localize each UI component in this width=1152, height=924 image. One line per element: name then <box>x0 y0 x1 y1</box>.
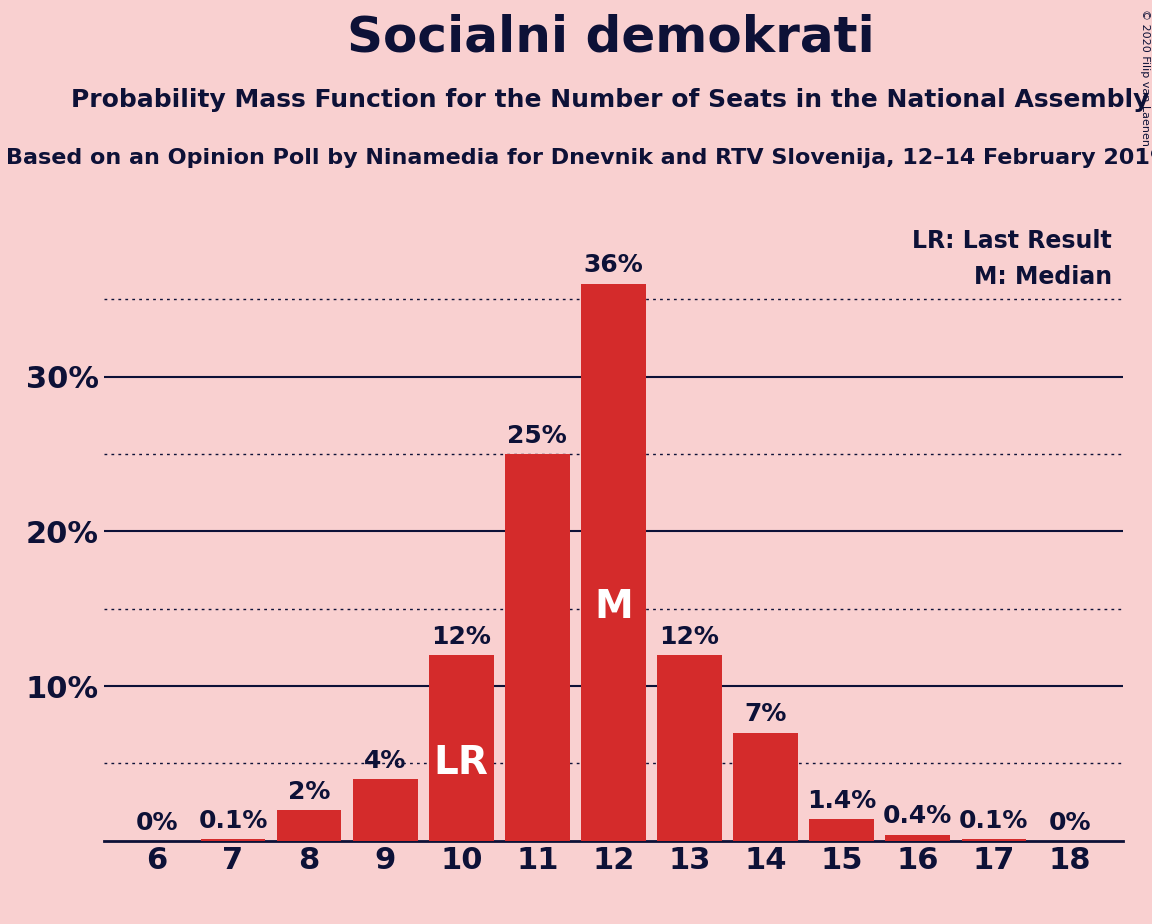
Text: 0.1%: 0.1% <box>960 809 1029 833</box>
Text: 25%: 25% <box>508 424 567 448</box>
Bar <box>276 809 341 841</box>
Bar <box>810 820 874 841</box>
Text: 12%: 12% <box>431 625 491 649</box>
Text: M: Median: M: Median <box>973 265 1112 289</box>
Text: 0%: 0% <box>1048 810 1091 834</box>
Text: Socialni demokrati: Socialni demokrati <box>347 14 874 62</box>
Text: 12%: 12% <box>660 625 720 649</box>
Bar <box>353 779 417 841</box>
Bar <box>505 454 570 841</box>
Text: 1.4%: 1.4% <box>808 789 877 813</box>
Text: Probability Mass Function for the Number of Seats in the National Assembly: Probability Mass Function for the Number… <box>71 88 1150 112</box>
Text: 2%: 2% <box>288 780 331 804</box>
Text: 4%: 4% <box>364 748 407 772</box>
Text: LR: LR <box>434 744 488 782</box>
Text: 0.1%: 0.1% <box>198 809 267 833</box>
Text: 0.4%: 0.4% <box>884 805 953 829</box>
Text: Based on an Opinion Poll by Ninamedia for Dnevnik and RTV Slovenija, 12–14 Febru: Based on an Opinion Poll by Ninamedia fo… <box>6 148 1152 168</box>
Bar <box>429 655 493 841</box>
Text: LR: Last Result: LR: Last Result <box>912 229 1112 253</box>
Bar <box>886 834 950 841</box>
Bar <box>657 655 722 841</box>
Bar <box>734 733 798 841</box>
Text: © 2020 Filip van Laenen: © 2020 Filip van Laenen <box>1139 9 1150 146</box>
Bar <box>962 839 1026 841</box>
Text: 7%: 7% <box>744 702 787 726</box>
Text: 36%: 36% <box>584 253 643 277</box>
Text: 0%: 0% <box>136 810 179 834</box>
Text: M: M <box>594 588 632 626</box>
Bar <box>581 284 646 841</box>
Bar <box>200 839 265 841</box>
